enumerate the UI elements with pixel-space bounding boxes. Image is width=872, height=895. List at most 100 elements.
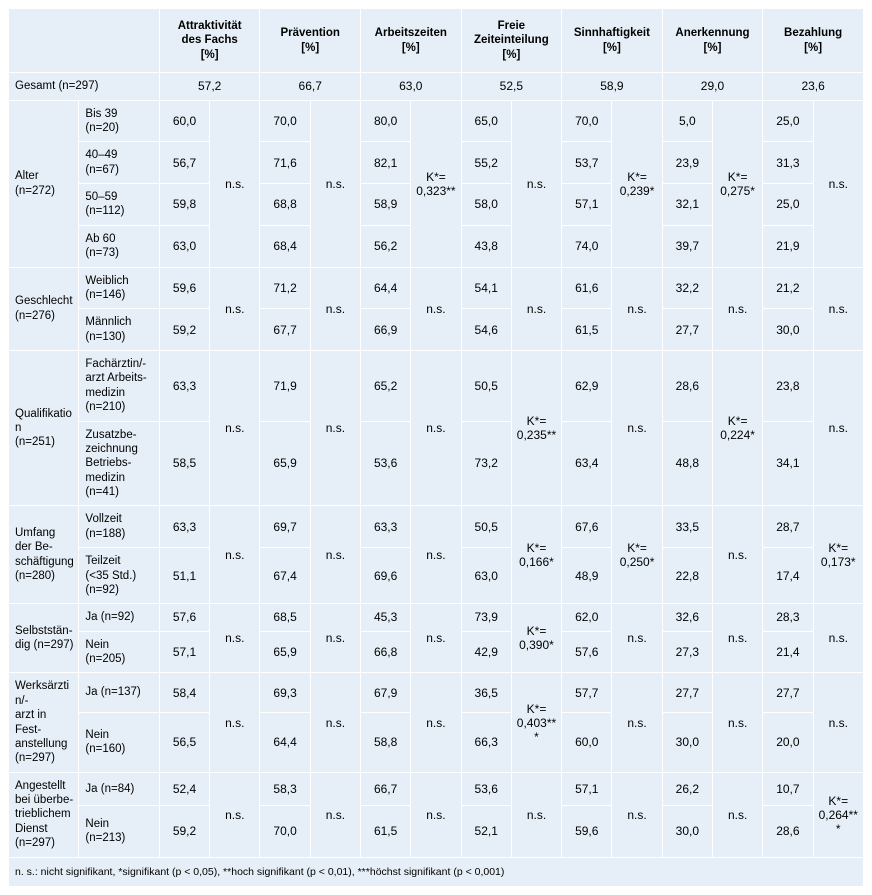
data-value: 21,2	[763, 267, 813, 309]
significance-cell: n.s.	[310, 604, 360, 673]
significance-cell: n.s.	[411, 604, 461, 673]
data-value: 53,6	[461, 772, 511, 806]
data-value: 30,0	[662, 806, 712, 857]
data-value: 56,2	[361, 225, 411, 267]
data-value: 63,0	[461, 548, 511, 604]
data-value: 28,7	[763, 506, 813, 548]
data-value: 69,7	[260, 506, 310, 548]
data-value: 60,0	[562, 712, 612, 772]
significance-cell: K*=0,264***	[813, 772, 863, 857]
subgroup-label: 50–59(n=112)	[79, 184, 159, 226]
data-value: 28,3	[763, 604, 813, 631]
data-value: 33,5	[662, 506, 712, 548]
data-value: 63,3	[159, 506, 209, 548]
significance-cell: n.s.	[612, 772, 662, 857]
group-label: Alter(n=272)	[9, 100, 79, 267]
significance-cell: n.s.	[813, 351, 863, 506]
subgroup-label: Vollzeit(n=188)	[79, 506, 159, 548]
significance-cell: n.s.	[712, 604, 762, 673]
significance-cell: n.s.	[310, 506, 360, 604]
data-value: 58,4	[159, 673, 209, 712]
data-value: 56,5	[159, 712, 209, 772]
subgroup-label: Bis 39(n=20)	[79, 100, 159, 142]
group-label: Umfangder Be-schäftigung(n=280)	[9, 506, 79, 604]
data-value: 27,3	[662, 631, 712, 673]
data-value: 59,2	[159, 309, 209, 351]
data-value: 65,0	[461, 100, 511, 142]
header-blank	[9, 9, 160, 73]
significance-cell: n.s.	[612, 351, 662, 506]
data-value: 65,2	[361, 351, 411, 422]
data-value: 58,3	[260, 772, 310, 806]
data-value: 82,1	[361, 142, 411, 184]
data-value: 59,6	[159, 267, 209, 309]
data-value: 26,2	[662, 772, 712, 806]
data-value: 30,0	[662, 712, 712, 772]
data-value: 54,1	[461, 267, 511, 309]
column-header: FreieZeiteinteilung[%]	[461, 9, 562, 73]
data-value: 62,9	[562, 351, 612, 422]
subgroup-label: Ab 60(n=73)	[79, 225, 159, 267]
table-header: Attraktivitätdes Fachs[%]Prävention[%]Ar…	[9, 9, 864, 73]
significance-cell: n.s.	[612, 673, 662, 772]
data-value: 43,8	[461, 225, 511, 267]
data-value: 27,7	[662, 309, 712, 351]
subgroup-label: Nein(n=160)	[79, 712, 159, 772]
total-value: 52,5	[461, 73, 562, 100]
data-value: 68,5	[260, 604, 310, 631]
table-body: Gesamt (n=297)57,266,763,052,558,929,023…	[9, 73, 864, 886]
significance-cell: K*=0,323**	[411, 100, 461, 267]
significance-cell: n.s.	[511, 772, 561, 857]
data-value: 62,0	[562, 604, 612, 631]
subgroup-label: 40–49(n=67)	[79, 142, 159, 184]
data-value: 58,5	[159, 421, 209, 506]
data-value: 69,6	[361, 548, 411, 604]
data-value: 57,1	[562, 184, 612, 226]
data-value: 66,3	[461, 712, 511, 772]
significance-cell: n.s.	[712, 506, 762, 604]
significance-cell: n.s.	[210, 604, 260, 673]
data-value: 67,9	[361, 673, 411, 712]
data-value: 73,9	[461, 604, 511, 631]
subgroup-label: Teilzeit(<35 Std.)(n=92)	[79, 548, 159, 604]
data-value: 64,4	[361, 267, 411, 309]
significance-cell: n.s.	[411, 673, 461, 772]
data-value: 67,4	[260, 548, 310, 604]
data-value: 57,1	[159, 631, 209, 673]
data-value: 17,4	[763, 548, 813, 604]
group-label: Selbststän-dig (n=297)	[9, 604, 79, 673]
significance-cell: K*=0,275*	[712, 100, 762, 267]
significance-cell: K*=0,390*	[511, 604, 561, 673]
data-value: 23,9	[662, 142, 712, 184]
data-value: 31,3	[763, 142, 813, 184]
data-value: 48,9	[562, 548, 612, 604]
data-value: 70,0	[562, 100, 612, 142]
data-value: 66,9	[361, 309, 411, 351]
significance-cell: n.s.	[411, 506, 461, 604]
significance-cell: n.s.	[813, 604, 863, 673]
data-value: 20,0	[763, 712, 813, 772]
data-value: 73,2	[461, 421, 511, 506]
footnote: n. s.: nicht signifikant, *signifikant (…	[9, 857, 864, 886]
significance-cell: K*=0,403***	[511, 673, 561, 772]
significance-cell: n.s.	[411, 351, 461, 506]
column-header: Prävention[%]	[260, 9, 361, 73]
significance-cell: n.s.	[210, 673, 260, 772]
data-value: 58,9	[361, 184, 411, 226]
data-value: 28,6	[763, 806, 813, 857]
data-value: 71,2	[260, 267, 310, 309]
total-value: 57,2	[159, 73, 260, 100]
data-value: 5,0	[662, 100, 712, 142]
column-header: Arbeitszeiten[%]	[361, 9, 462, 73]
data-value: 63,4	[562, 421, 612, 506]
total-value: 29,0	[662, 73, 763, 100]
data-value: 63,3	[361, 506, 411, 548]
data-value: 71,6	[260, 142, 310, 184]
significance-cell: n.s.	[210, 772, 260, 857]
data-value: 27,7	[662, 673, 712, 712]
data-value: 57,6	[159, 604, 209, 631]
significance-cell: n.s.	[411, 267, 461, 351]
total-value: 23,6	[763, 73, 864, 100]
data-value: 52,4	[159, 772, 209, 806]
data-value: 71,9	[260, 351, 310, 422]
